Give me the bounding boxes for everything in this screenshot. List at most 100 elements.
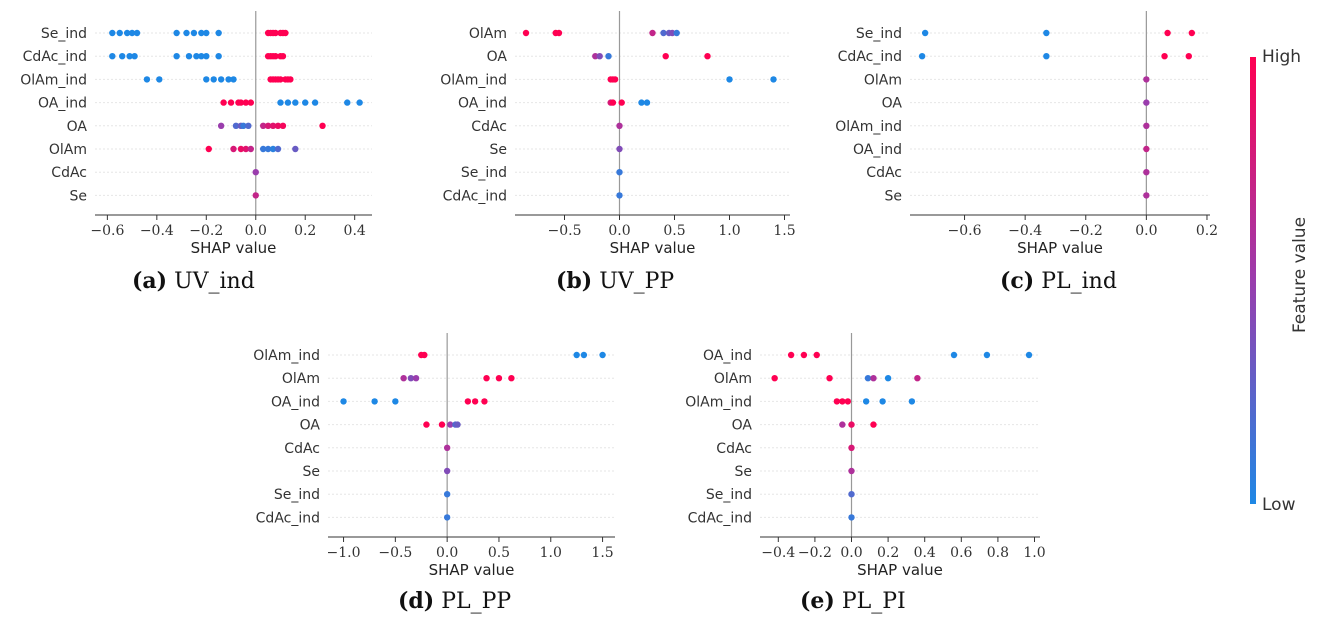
shap-point <box>1025 351 1033 359</box>
caption-a-name: UV_ind <box>174 269 255 294</box>
shap-point <box>605 53 612 60</box>
shap-point <box>555 29 563 37</box>
shap-point <box>292 99 299 106</box>
shap-point <box>483 375 490 382</box>
feature-label: Se <box>735 464 753 480</box>
x-tick-label: 0.0 <box>245 223 267 239</box>
shap-point <box>123 29 131 37</box>
colorbar-high-label: High <box>1262 47 1302 67</box>
feature-label: CdAc_ind <box>23 49 87 65</box>
shap-point <box>870 421 877 428</box>
shap-point <box>983 351 991 359</box>
shap-point <box>198 29 205 37</box>
shap-point <box>272 29 279 37</box>
caption-a: (a) UV_ind <box>132 268 255 294</box>
shap-point <box>215 53 222 60</box>
shap-point <box>870 375 877 382</box>
x-tick-label: 0.0 <box>840 545 862 561</box>
shap-point <box>918 53 926 60</box>
caption-d: (d) PL_PP <box>398 588 511 614</box>
feature-label: OlAm_ind <box>685 394 752 410</box>
shap-point <box>217 76 225 83</box>
shap-point <box>230 76 237 83</box>
feature-label: OlAm_ind <box>253 348 320 364</box>
shap-point <box>173 29 180 37</box>
feature-label: CdAc_ind <box>838 49 902 65</box>
feature-label: OlAm <box>282 371 320 387</box>
shap-point <box>592 53 599 60</box>
feature-label: Se <box>303 464 321 480</box>
x-tick-label: −0.5 <box>548 223 582 239</box>
feature-label: CdAc_ind <box>688 510 752 526</box>
shap-point <box>279 122 287 129</box>
shap-point <box>787 351 795 359</box>
shap-point <box>269 145 277 153</box>
feature-label: CdAc_ind <box>443 188 507 204</box>
shap-point <box>1188 29 1196 37</box>
shap-point <box>203 76 210 83</box>
feature-label: Se_ind <box>706 487 752 503</box>
x-tick-label: 0.4 <box>344 223 366 239</box>
x-tick-label: 0.6 <box>950 545 972 561</box>
x-tick-label: 0.2 <box>294 223 316 239</box>
shap-point <box>813 351 820 359</box>
shap-point <box>726 76 733 83</box>
shap-point <box>190 29 198 37</box>
shap-point <box>205 145 212 153</box>
feature-label: Se <box>70 188 88 204</box>
feature-label: OA <box>300 418 321 434</box>
feature-label: OlAm <box>864 72 902 88</box>
shap-point <box>277 99 284 106</box>
shap-point <box>839 421 846 428</box>
shap-point <box>662 53 669 60</box>
caption-e: (e) PL_PI <box>800 588 906 614</box>
shap-point <box>844 398 852 405</box>
x-tick-label: 0.5 <box>663 223 685 239</box>
x-axis-label: SHAP value <box>610 239 696 257</box>
feature-label: OA <box>882 96 903 112</box>
shap-point <box>599 351 606 359</box>
x-tick-label: 0.0 <box>1135 223 1157 239</box>
shap-point <box>1043 53 1050 60</box>
caption-e-name: PL_PI <box>841 589 906 614</box>
shap-point <box>173 53 180 60</box>
caption-b-letter: (b) <box>556 268 593 294</box>
x-tick-label: 1.5 <box>591 545 613 561</box>
shap-point <box>284 99 292 106</box>
shap-point <box>109 29 116 37</box>
shap-point <box>616 192 623 199</box>
feature-label: CdAc_ind <box>256 510 320 526</box>
shap-point <box>616 145 623 153</box>
panel-pl_pi: OA_ind OlAm OlAm_ind OA CdAc Se Se_ind CdAc_ind… <box>685 333 1046 579</box>
panel-pl_ind: Se_ind CdAc_ind OlAm OA OlAm_ind OA_ind CdAc Se… <box>835 11 1218 257</box>
shap-point <box>443 491 451 498</box>
shap-point <box>1143 192 1150 199</box>
shap-point <box>237 145 245 153</box>
shap-point <box>660 29 667 37</box>
shap-point <box>826 375 833 382</box>
shap-point <box>225 76 232 83</box>
shap-point <box>185 53 193 60</box>
shap-point <box>495 375 503 382</box>
shap-point <box>245 122 252 129</box>
shap-point <box>669 29 676 37</box>
feature-label: OA <box>732 418 753 434</box>
shap-point <box>833 398 841 405</box>
shap-point <box>438 421 446 428</box>
feature-label: CdAc <box>471 119 507 135</box>
shap-point <box>914 375 921 382</box>
feature-label: CdAc <box>866 165 902 181</box>
caption-c-name: PL_ind <box>1041 269 1117 294</box>
caption-a-letter: (a) <box>132 268 168 294</box>
shap-point <box>344 99 351 106</box>
shap-point <box>116 29 123 37</box>
shap-point <box>848 491 855 498</box>
shap-point <box>220 99 227 106</box>
shap-point <box>848 421 855 428</box>
x-tick-label: −0.2 <box>798 545 832 561</box>
shap-point <box>616 122 623 129</box>
shap-point <box>237 99 245 106</box>
shap-point <box>421 351 428 359</box>
x-tick-label: 1.5 <box>773 223 795 239</box>
caption-e-letter: (e) <box>800 588 835 614</box>
